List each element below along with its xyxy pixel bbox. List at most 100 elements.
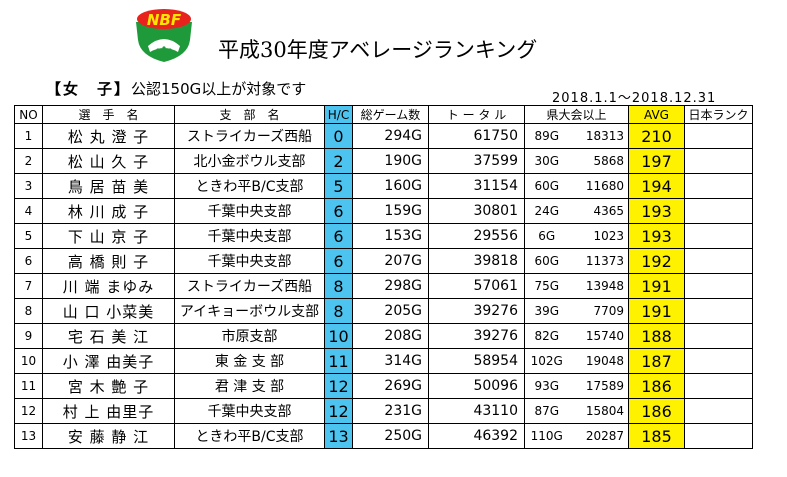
cell-average: 188 xyxy=(628,323,685,349)
cell-player-name: 松 山 久 子 xyxy=(42,148,175,174)
cell-games: 314G xyxy=(352,348,429,374)
cell-total: 58954 xyxy=(428,348,525,374)
cell-japan-rank xyxy=(684,273,753,299)
cell-branch: 千葉中央支部 xyxy=(174,223,325,249)
cell-branch: ときわ平B/C支部 xyxy=(174,173,325,199)
cell-branch: ストライカーズ西船 xyxy=(174,123,325,149)
cell-player-name: 高 橋 則 子 xyxy=(42,248,175,274)
cell-no: 3 xyxy=(14,173,43,199)
header-games: 総ゲーム数 xyxy=(352,105,429,124)
cell-average: 192 xyxy=(628,248,685,274)
cell-branch: 千葉中央支部 xyxy=(174,198,325,224)
cell-handicap: 5 xyxy=(324,173,353,199)
cell-no: 6 xyxy=(14,248,43,274)
period-label: 2018.1.1～2018.12.31 xyxy=(552,91,717,106)
svg-text:NBF: NBF xyxy=(147,11,182,29)
cell-player-name: 宅 石 美 江 xyxy=(42,323,175,349)
cell-no: 8 xyxy=(14,298,43,324)
cell-games: 207G xyxy=(352,248,429,274)
cell-games: 153G xyxy=(352,223,429,249)
cell-kentai-games: 89G xyxy=(524,123,569,149)
cell-handicap: 6 xyxy=(324,223,353,249)
header-hc: H/C xyxy=(324,105,353,124)
cell-japan-rank xyxy=(684,123,753,149)
cell-kentai-games: 87G xyxy=(524,398,569,424)
cell-average: 193 xyxy=(628,198,685,224)
cell-branch: 君 津 支 部 xyxy=(174,373,325,399)
cell-no: 2 xyxy=(14,148,43,174)
cell-kentai-games: 24G xyxy=(524,198,569,224)
cell-player-name: 安 藤 静 江 xyxy=(42,423,175,449)
cell-branch: アイキョーボウル支部 xyxy=(174,298,325,324)
cell-total: 31154 xyxy=(428,173,525,199)
cell-player-name: 下 山 京 子 xyxy=(42,223,175,249)
cell-average: 186 xyxy=(628,398,685,424)
cell-branch: ストライカーズ西船 xyxy=(174,273,325,299)
cell-handicap: 12 xyxy=(324,398,353,424)
cell-kentai-score: 7709 xyxy=(568,298,629,324)
cell-handicap: 6 xyxy=(324,248,353,274)
cell-no: 13 xyxy=(14,423,43,449)
cell-average: 186 xyxy=(628,373,685,399)
header-avg: AVG xyxy=(628,105,685,124)
nbf-logo: NBF xyxy=(136,9,192,62)
cell-japan-rank xyxy=(684,173,753,199)
cell-total: 46392 xyxy=(428,423,525,449)
cell-total: 50096 xyxy=(428,373,525,399)
cell-kentai-score: 11680 xyxy=(568,173,629,199)
cell-no: 12 xyxy=(14,398,43,424)
cell-kentai-games: 102G xyxy=(524,348,569,374)
header-kentai: 県大会以上 xyxy=(524,105,629,124)
cell-no: 10 xyxy=(14,348,43,374)
criteria-label: 公認150G以上が対象です xyxy=(131,80,307,98)
cell-kentai-score: 4365 xyxy=(568,198,629,224)
cell-branch: 東 金 支 部 xyxy=(174,348,325,374)
cell-branch: 北小金ボウル支部 xyxy=(174,148,325,174)
table-row: 13 安 藤 静 江ときわ平B/C支部 13 250G 46392 110G 20287 18… xyxy=(14,423,753,449)
cell-kentai-score: 11373 xyxy=(568,248,629,274)
cell-kentai-score: 17589 xyxy=(568,373,629,399)
cell-no: 4 xyxy=(14,198,43,224)
cell-handicap: 8 xyxy=(324,298,353,324)
cell-games: 298G xyxy=(352,273,429,299)
cell-player-name: 松 丸 澄 子 xyxy=(42,123,175,149)
cell-total: 37599 xyxy=(428,148,525,174)
cell-japan-rank xyxy=(684,398,753,424)
cell-kentai-score: 19048 xyxy=(568,348,629,374)
cell-player-name: 小 澤 由美子 xyxy=(42,348,175,374)
header-branch: 支 部 名 xyxy=(174,105,325,124)
cell-kentai-games: 93G xyxy=(524,373,569,399)
cell-japan-rank xyxy=(684,198,753,224)
cell-player-name: 林 川 成 子 xyxy=(42,198,175,224)
ranking-table: NO 選 手 名 支 部 名 H/C 総ゲーム数 ト ー タ ル 県大会以上 A… xyxy=(14,105,753,449)
cell-japan-rank xyxy=(684,148,753,174)
cell-kentai-games: 30G xyxy=(524,148,569,174)
cell-japan-rank xyxy=(684,223,753,249)
cell-handicap: 0 xyxy=(324,123,353,149)
cell-player-name: 鳥 居 苗 美 xyxy=(42,173,175,199)
table-row: 10 小 澤 由美子東 金 支 部 11 314G 58954 102G 19048 187 xyxy=(14,348,753,374)
cell-average: 193 xyxy=(628,223,685,249)
cell-total: 39818 xyxy=(428,248,525,274)
cell-average: 191 xyxy=(628,298,685,324)
cell-games: 208G xyxy=(352,323,429,349)
cell-kentai-score: 15740 xyxy=(568,323,629,349)
cell-total: 57061 xyxy=(428,273,525,299)
header-total: ト ー タ ル xyxy=(428,105,525,124)
cell-handicap: 2 xyxy=(324,148,353,174)
cell-branch: 千葉中央支部 xyxy=(174,398,325,424)
cell-games: 231G xyxy=(352,398,429,424)
table-row: 12 村 上 由里子 千葉中央支部 12 231G 43110 87G 15804 186 xyxy=(14,398,753,424)
cell-kentai-games: 75G xyxy=(524,273,569,299)
cell-no: 1 xyxy=(14,123,43,149)
cell-handicap: 8 xyxy=(324,273,353,299)
cell-kentai-games: 39G xyxy=(524,298,569,324)
cell-kentai-score: 15804 xyxy=(568,398,629,424)
